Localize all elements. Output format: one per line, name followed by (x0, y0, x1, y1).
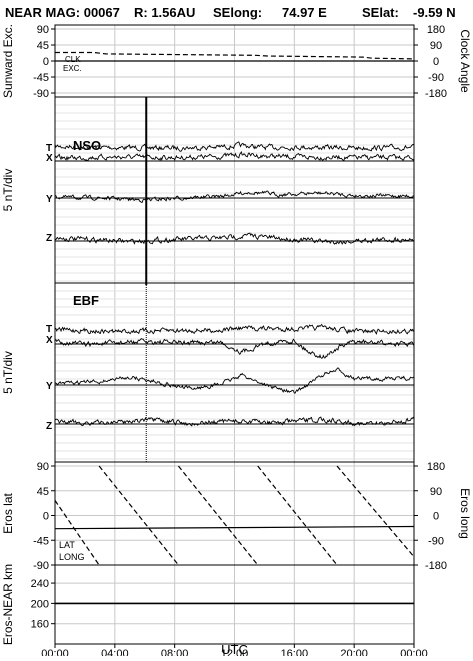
ebf-trace-label-z: Z (46, 421, 52, 432)
series-ebf-y (54, 367, 415, 394)
x-tick-label: 08:00 (161, 648, 189, 656)
range-ylabel: Eros-NEAR km (1, 564, 15, 645)
sunward-left-tick-label: 90 (37, 24, 49, 36)
panel-range: 240 200 160 Eros-NEAR km (1, 564, 415, 645)
eros-right-tick-label: 0 (433, 511, 439, 523)
sunward-left-tick-label: -45 (33, 72, 49, 84)
range-left-tick-label: 200 (31, 598, 49, 610)
annotation-exc: EXC. (63, 64, 82, 73)
eros-left-tick-label: 0 (43, 511, 49, 523)
panel-nso: NSO TX Y Z 5 nT/div (1, 96, 415, 284)
series-nso-z (54, 232, 415, 245)
ebf-ylabel: 5 nT/div (1, 351, 15, 394)
panel-sunward: 90 180 45 90 0 0 -45 -90 -90 -180 Sunward Exc. Cloc… (1, 24, 472, 100)
series-nso-t (54, 141, 415, 152)
x-tick-label: 04:00 (101, 648, 129, 656)
series-ebf-z (54, 416, 415, 427)
nso-trace-label-z: Z (46, 233, 52, 244)
series-nso-x (54, 150, 415, 162)
nso-trace-label-t: T (46, 143, 52, 154)
ebf-trace-label-x: X (46, 335, 53, 346)
nso-trace-label-y: Y (46, 194, 53, 205)
ebf-trace-label-t: T (46, 324, 52, 335)
panel-ebf: EBF TX Y Z 5 nT/div (1, 282, 415, 463)
header-selat-value: -9.59 N (413, 5, 456, 20)
eros-ylabel-right: Eros long (458, 488, 472, 539)
header-selat-label: SElat: (362, 5, 399, 20)
x-tick-label: 00:00 (400, 648, 428, 656)
panel-eros: 90 180 45 90 0 0 -45 -90 -90 -180 Eros lat Eros lon… (1, 461, 472, 572)
eros-left-tick-label: -90 (33, 560, 49, 572)
x-tick-label: 16:00 (281, 648, 309, 656)
sunward-left-tick-label: -90 (33, 88, 49, 100)
x-axis-label: UTC (221, 642, 248, 656)
nso-ylabel: 5 nT/div (1, 169, 15, 212)
chart-header: NEAR MAG: 00067 R: 1.56AU SElong: 74.97 … (5, 5, 456, 20)
range-left-tick-label: 160 (31, 619, 49, 631)
annotation-clk: CLK (65, 55, 81, 64)
sunward-left-tick-label: 45 (37, 40, 49, 52)
eros-right-tick-label: 180 (427, 461, 445, 473)
annotation-long: LONG (59, 552, 85, 562)
x-tick-label: 20:00 (340, 648, 368, 656)
sunward-left-tick-label: 0 (43, 56, 49, 68)
sunward-ylabel-left: Sunward Exc. (1, 24, 15, 98)
sunward-right-tick-label: 180 (427, 24, 445, 36)
eros-right-tick-label: -90 (428, 535, 444, 547)
series-nso-y (54, 190, 415, 203)
nso-panel-label: NSO (73, 138, 101, 153)
sunward-ylabel-right: Clock Angle (458, 29, 472, 93)
series-ebf-x (54, 338, 415, 359)
series-ebf-t (54, 323, 415, 335)
eros-right-tick-label: -180 (425, 560, 447, 572)
range-left-tick-label: 240 (31, 578, 49, 590)
header-mission: NEAR MAG: 00067 (5, 5, 120, 20)
series-eros-lat (54, 525, 415, 530)
annotation-lat: LAT (59, 540, 75, 550)
sunward-right-tick-label: 0 (433, 56, 439, 68)
eros-left-tick-label: -45 (33, 535, 49, 547)
sunward-right-tick-label: -180 (425, 88, 447, 100)
eros-left-tick-label: 90 (37, 461, 49, 473)
x-tick-label: 00:00 (41, 648, 69, 656)
sunward-right-tick-label: 90 (430, 40, 442, 52)
ebf-panel-label: EBF (73, 293, 99, 308)
eros-left-tick-label: 45 (37, 486, 49, 498)
series-sunward-clk (55, 51, 415, 60)
header-selong-value: 74.97 E (282, 5, 327, 20)
header-selong-label: SElong: (213, 5, 262, 20)
nso-trace-label-x: X (46, 153, 53, 164)
header-range: R: 1.56AU (134, 5, 195, 20)
sunward-right-tick-label: -90 (428, 72, 444, 84)
eros-ylabel-left: Eros lat (1, 492, 15, 533)
ebf-trace-label-y: Y (46, 381, 53, 392)
eros-right-tick-label: 90 (430, 486, 442, 498)
chart-panels: 90 180 45 90 0 0 -45 -90 -90 -180 Sunward Exc. Cloc… (1, 24, 472, 645)
